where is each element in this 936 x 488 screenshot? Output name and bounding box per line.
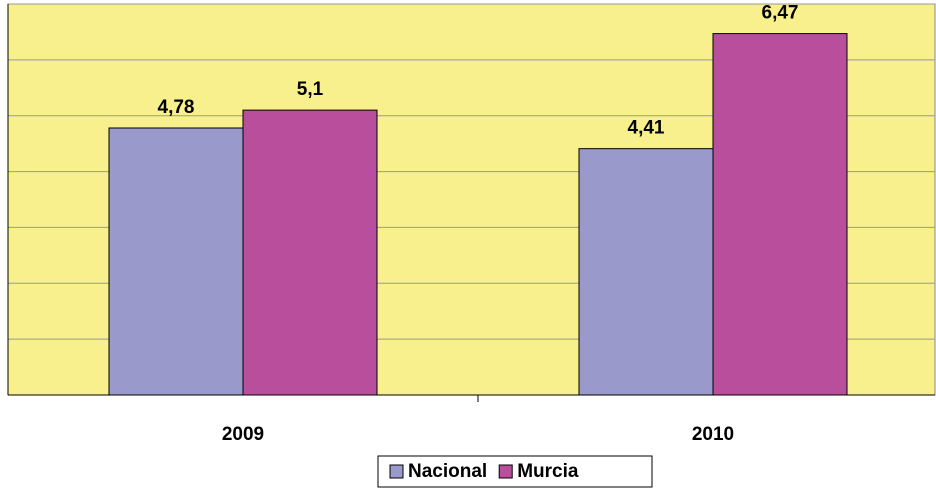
- legend: [377, 455, 653, 488]
- legend-swatch: [498, 464, 513, 479]
- legend-label: Murcia: [517, 461, 579, 482]
- legend-swatch: [389, 464, 404, 479]
- bar: [578, 148, 714, 396]
- bar: [108, 127, 244, 396]
- value-label: 4,78: [158, 97, 195, 118]
- value-label: 5,1: [297, 79, 324, 100]
- x-tick-label: 2010: [692, 424, 734, 445]
- legend-label: Nacional: [408, 461, 487, 482]
- bar: [712, 33, 848, 396]
- bar: [242, 109, 378, 396]
- value-label: 4,41: [628, 118, 665, 139]
- value-label: 6,47: [762, 3, 799, 24]
- x-tick-label: 2009: [222, 424, 264, 445]
